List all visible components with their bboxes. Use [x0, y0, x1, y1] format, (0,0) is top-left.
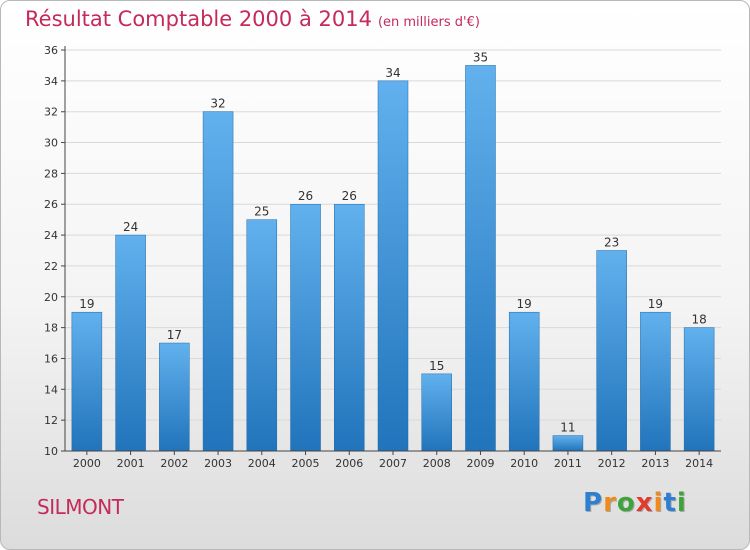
y-tick-label: 34: [44, 75, 58, 88]
bar-2009: [465, 65, 496, 452]
data-label-2001: 24: [123, 220, 138, 234]
y-tick-label: 16: [44, 352, 58, 365]
x-tick-label-2004: 2004: [248, 457, 276, 470]
data-label-2010: 19: [517, 297, 532, 311]
commune-name: SILMONT: [37, 495, 124, 519]
chart-title: Résultat Comptable 2000 à 2014 (en millie…: [25, 7, 480, 31]
bar-2011: [552, 435, 584, 452]
x-tick-label-2009: 2009: [466, 457, 494, 470]
y-tick-label: 14: [44, 383, 58, 396]
x-tick-label-2008: 2008: [423, 457, 451, 470]
y-tick-label: 10: [44, 445, 58, 458]
chart-title-text: Résultat Comptable 2000 à 2014: [25, 7, 372, 31]
y-tick-label: 30: [44, 137, 58, 150]
logo-letter: t: [663, 488, 677, 518]
bar-2014: [683, 327, 715, 452]
proxiti-logo: Proxiti: [583, 488, 687, 518]
data-label-2005: 26: [298, 189, 313, 203]
bar-2010: [508, 311, 540, 452]
data-label-2013: 19: [648, 297, 663, 311]
y-tick-label: 36: [44, 44, 58, 57]
x-tick-label-2011: 2011: [554, 457, 582, 470]
x-tick-label-2012: 2012: [598, 457, 626, 470]
bar-2000: [71, 311, 103, 452]
bar-2012: [596, 250, 627, 452]
logo-letter: i: [653, 488, 664, 518]
x-tick-label-2000: 2000: [73, 457, 101, 470]
x-tick-label-2001: 2001: [117, 457, 145, 470]
data-label-2014: 18: [691, 313, 706, 327]
logo-letter: i: [676, 488, 687, 518]
y-tick-label: 20: [44, 291, 58, 304]
y-tick-label: 32: [44, 106, 58, 119]
bar-2002: [159, 342, 190, 452]
x-tick-label-2002: 2002: [160, 457, 188, 470]
data-label-2006: 26: [342, 189, 357, 203]
bar-2003: [202, 111, 234, 452]
logo-letter: P: [583, 488, 604, 518]
logo-letter: o: [616, 488, 636, 518]
logo-letter: x: [635, 488, 654, 518]
x-tick-label-2005: 2005: [292, 457, 320, 470]
data-label-2003: 32: [210, 97, 225, 111]
data-label-2002: 17: [167, 328, 182, 342]
data-label-2009: 35: [473, 50, 488, 64]
x-tick-label-2014: 2014: [685, 457, 713, 470]
y-tick-label: 26: [44, 198, 58, 211]
bar-2001: [115, 234, 146, 452]
y-tick-label: 28: [44, 167, 58, 180]
bar-2005: [290, 203, 321, 452]
bar-2006: [334, 203, 365, 452]
data-label-2007: 34: [385, 66, 400, 80]
x-tick-label-2003: 2003: [204, 457, 232, 470]
logo-letter: r: [603, 488, 617, 518]
y-tick-label: 18: [44, 322, 58, 335]
data-label-2008: 15: [429, 359, 444, 373]
data-label-2011: 11: [560, 421, 575, 435]
data-label-2012: 23: [604, 236, 619, 250]
bar-2004: [246, 219, 278, 452]
bar-2013: [640, 311, 671, 452]
data-label-2000: 19: [79, 297, 94, 311]
bar-2007: [377, 80, 409, 452]
x-tick-label-2007: 2007: [379, 457, 407, 470]
x-tick-label-2006: 2006: [335, 457, 363, 470]
y-tick-label: 12: [44, 414, 58, 427]
bar-2008: [421, 373, 452, 452]
x-tick-label-2013: 2013: [641, 457, 669, 470]
x-tick-label-2010: 2010: [510, 457, 538, 470]
chart-subtitle: (en milliers d'€): [377, 15, 480, 30]
y-tick-label: 22: [44, 260, 58, 273]
y-tick-label: 24: [44, 229, 58, 242]
data-label-2004: 25: [254, 205, 269, 219]
